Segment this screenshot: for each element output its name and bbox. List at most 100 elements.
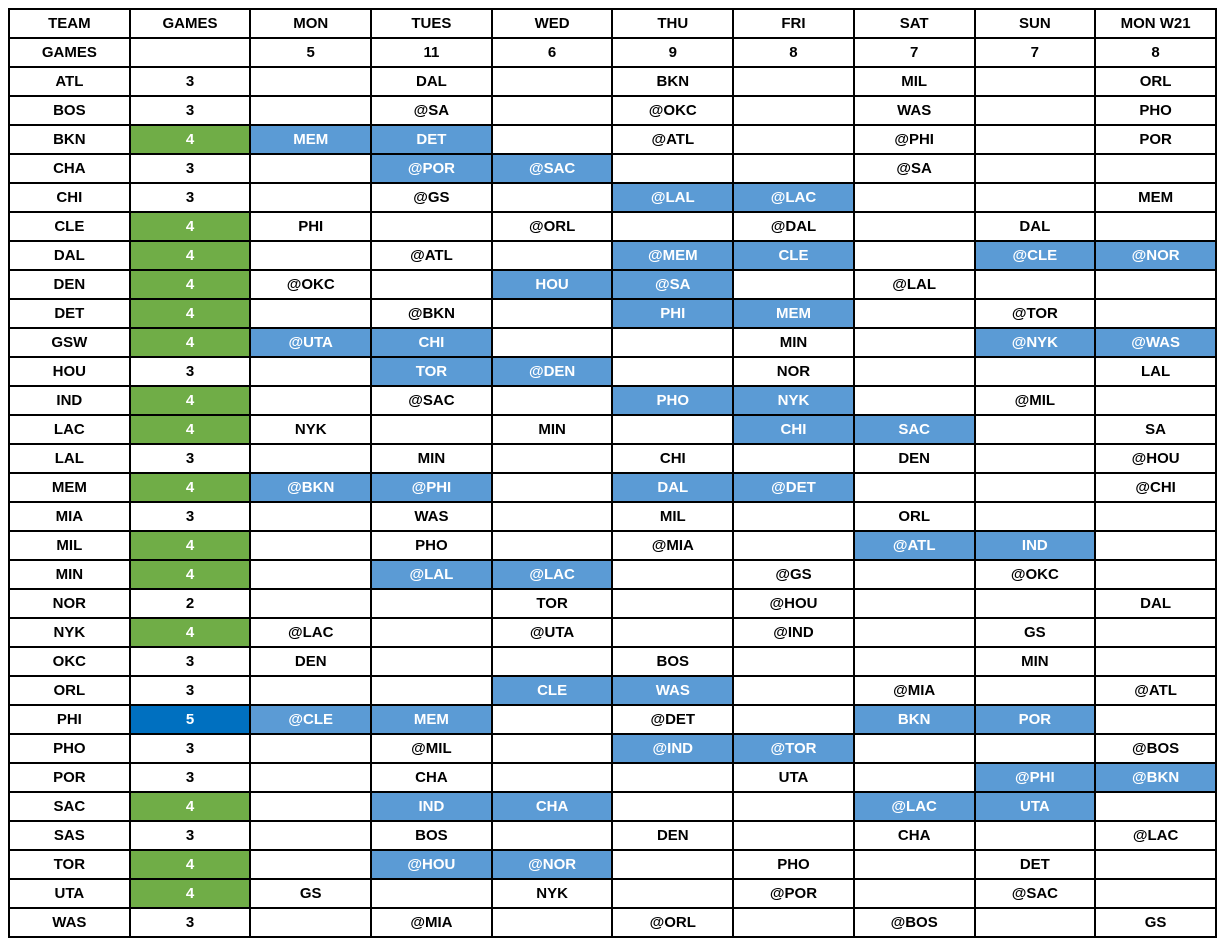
matchup-cell[interactable]: NYK xyxy=(490,878,614,909)
column-header-games[interactable]: GAMES xyxy=(128,8,252,39)
matchup-cell[interactable] xyxy=(249,182,373,213)
matchup-cell[interactable] xyxy=(249,675,373,706)
matchup-cell[interactable] xyxy=(611,327,735,358)
games-count-cell[interactable]: 3 xyxy=(128,675,252,706)
matchup-cell[interactable]: PHO xyxy=(370,530,493,561)
matchup-cell[interactable] xyxy=(732,66,855,97)
matchup-cell[interactable] xyxy=(249,762,373,793)
matchup-cell[interactable]: PHI xyxy=(249,211,373,242)
matchup-cell[interactable] xyxy=(249,443,373,474)
matchup-cell[interactable] xyxy=(249,791,373,822)
matchup-cell[interactable]: UTA xyxy=(973,791,1097,822)
games-count-cell[interactable]: 4 xyxy=(128,240,252,271)
daily-total-cell[interactable]: 8 xyxy=(732,37,855,68)
matchup-cell[interactable]: DET xyxy=(973,849,1097,880)
games-count-cell[interactable]: 3 xyxy=(128,907,252,938)
matchup-cell[interactable]: BKN xyxy=(611,66,735,97)
matchup-cell[interactable]: @LAL xyxy=(370,559,493,590)
games-count-cell[interactable]: 3 xyxy=(128,733,252,764)
matchup-cell[interactable] xyxy=(249,849,373,880)
games-count-cell[interactable]: 4 xyxy=(128,472,252,503)
matchup-cell[interactable] xyxy=(852,182,976,213)
matchup-cell[interactable] xyxy=(490,762,614,793)
matchup-cell[interactable] xyxy=(249,95,373,126)
matchup-cell[interactable]: TOR xyxy=(370,356,493,387)
matchup-cell[interactable]: @NYK xyxy=(973,327,1097,358)
matchup-cell[interactable] xyxy=(973,269,1097,300)
matchup-cell[interactable] xyxy=(249,907,373,938)
matchup-cell[interactable] xyxy=(611,762,735,793)
matchup-cell[interactable]: @CLE xyxy=(973,240,1097,271)
matchup-cell[interactable] xyxy=(249,240,373,271)
matchup-cell[interactable]: @PHI xyxy=(973,762,1097,793)
matchup-cell[interactable] xyxy=(852,646,976,677)
matchup-cell[interactable] xyxy=(973,443,1097,474)
matchup-cell[interactable]: MEM xyxy=(370,704,493,735)
matchup-cell[interactable]: @SA xyxy=(852,153,976,184)
matchup-cell[interactable] xyxy=(490,646,614,677)
games-count-cell[interactable]: 3 xyxy=(128,356,252,387)
matchup-cell[interactable]: NYK xyxy=(732,385,855,416)
matchup-cell[interactable]: BOS xyxy=(370,820,493,851)
matchup-cell[interactable]: @PHI xyxy=(852,124,976,155)
matchup-cell[interactable]: DET xyxy=(370,124,493,155)
matchup-cell[interactable] xyxy=(732,530,855,561)
matchup-cell[interactable]: @LAC xyxy=(490,559,614,590)
matchup-cell[interactable] xyxy=(973,124,1097,155)
matchup-cell[interactable]: @LAL xyxy=(852,269,976,300)
matchup-cell[interactable]: @OKC xyxy=(249,269,373,300)
matchup-cell[interactable] xyxy=(1094,617,1217,648)
team-cell[interactable]: WAS xyxy=(8,907,131,938)
team-cell[interactable]: GSW xyxy=(8,327,131,358)
games-count-cell[interactable]: 4 xyxy=(128,878,252,909)
matchup-cell[interactable] xyxy=(490,240,614,271)
matchup-cell[interactable] xyxy=(1094,211,1217,242)
matchup-cell[interactable] xyxy=(973,907,1097,938)
matchup-cell[interactable] xyxy=(1094,704,1217,735)
games-count-cell[interactable]: 2 xyxy=(128,588,252,619)
column-header-sun[interactable]: SUN xyxy=(973,8,1097,39)
matchup-cell[interactable]: @GS xyxy=(370,182,493,213)
matchup-cell[interactable]: DAL xyxy=(973,211,1097,242)
team-cell[interactable]: CHA xyxy=(8,153,131,184)
games-count-cell[interactable]: 4 xyxy=(128,124,252,155)
matchup-cell[interactable] xyxy=(370,675,493,706)
matchup-cell[interactable] xyxy=(732,443,855,474)
matchup-cell[interactable]: DEN xyxy=(249,646,373,677)
column-header-thu[interactable]: THU xyxy=(611,8,735,39)
matchup-cell[interactable] xyxy=(732,124,855,155)
team-cell[interactable]: BOS xyxy=(8,95,131,126)
matchup-cell[interactable]: BOS xyxy=(611,646,735,677)
matchup-cell[interactable]: @SA xyxy=(611,269,735,300)
daily-total-cell[interactable]: 7 xyxy=(973,37,1097,68)
matchup-cell[interactable] xyxy=(732,153,855,184)
team-cell[interactable]: PHO xyxy=(8,733,131,764)
matchup-cell[interactable]: DEN xyxy=(852,443,976,474)
team-cell[interactable]: DET xyxy=(8,298,131,329)
matchup-cell[interactable]: CHI xyxy=(732,414,855,445)
games-count-cell[interactable]: 3 xyxy=(128,153,252,184)
matchup-cell[interactable]: POR xyxy=(1094,124,1217,155)
matchup-cell[interactable] xyxy=(732,791,855,822)
team-cell[interactable]: UTA xyxy=(8,878,131,909)
matchup-cell[interactable] xyxy=(249,385,373,416)
matchup-cell[interactable] xyxy=(1094,501,1217,532)
matchup-cell[interactable]: @OKC xyxy=(973,559,1097,590)
matchup-cell[interactable] xyxy=(1094,298,1217,329)
matchup-cell[interactable] xyxy=(973,66,1097,97)
daily-total-cell[interactable]: 11 xyxy=(370,37,493,68)
matchup-cell[interactable]: @LAL xyxy=(611,182,735,213)
matchup-cell[interactable] xyxy=(490,66,614,97)
matchup-cell[interactable]: CHA xyxy=(490,791,614,822)
matchup-cell[interactable] xyxy=(852,762,976,793)
daily-total-cell[interactable]: 9 xyxy=(611,37,735,68)
column-header-mon[interactable]: MON xyxy=(249,8,373,39)
matchup-cell[interactable]: IND xyxy=(973,530,1097,561)
team-cell[interactable]: BKN xyxy=(8,124,131,155)
matchup-cell[interactable] xyxy=(732,269,855,300)
matchup-cell[interactable]: @LAC xyxy=(732,182,855,213)
matchup-cell[interactable]: MIN xyxy=(732,327,855,358)
games-count-cell[interactable]: 4 xyxy=(128,211,252,242)
games-count-cell[interactable]: 3 xyxy=(128,443,252,474)
matchup-cell[interactable] xyxy=(611,588,735,619)
